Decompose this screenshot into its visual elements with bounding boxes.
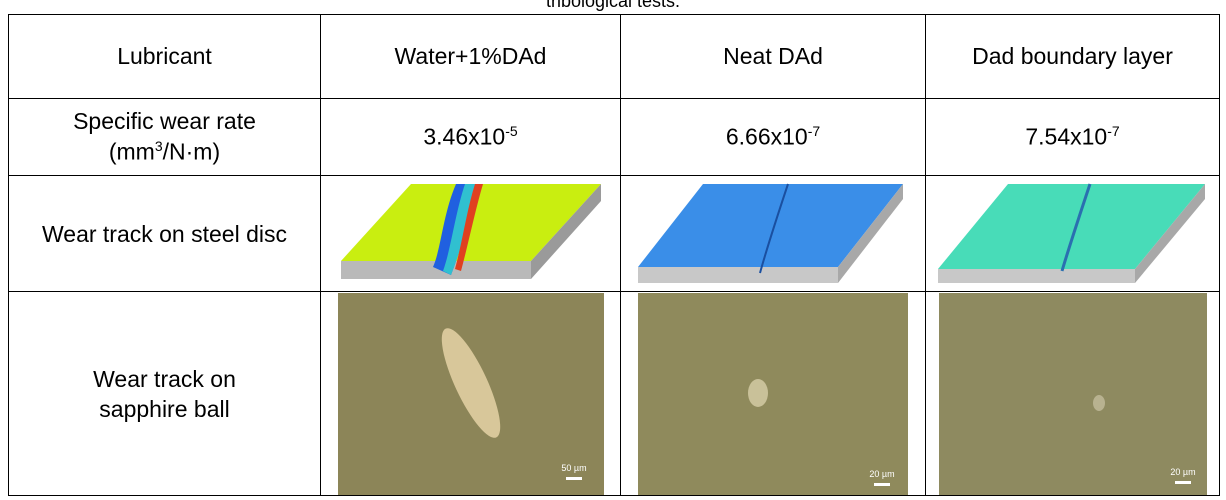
sapphire-row: Wear track on sapphire ball 50 µm 20 µm …: [8, 291, 1220, 496]
row-label: Wear track on sapphire ball: [8, 291, 321, 496]
image-cell: 50 µm: [320, 291, 621, 496]
micrograph: 20 µm: [938, 292, 1207, 495]
unit-exponent: 3: [154, 138, 163, 155]
wear-scar: [748, 378, 768, 407]
surface-top: [638, 183, 903, 267]
surface-side: [838, 183, 903, 283]
label-text: Wear track on steel disc: [41, 220, 287, 247]
value-exponent: -5: [505, 123, 518, 140]
steel-disc-row: Wear track on steel disc: [8, 175, 1220, 292]
surface-side: [638, 266, 838, 283]
wear-scar: [1092, 394, 1105, 411]
header-text: Dad boundary layer: [972, 43, 1173, 69]
image-cell: [320, 175, 621, 292]
row-label: Wear track on steel disc: [8, 175, 321, 292]
value-cell: 3.46x10-5: [320, 98, 621, 176]
header-cell: Neat DAd: [620, 14, 926, 99]
scale-bar: [565, 476, 582, 480]
surface-top: [938, 183, 1205, 269]
image-cell: [620, 175, 926, 292]
scale-bar: [1174, 480, 1191, 484]
value-exponent: -7: [1107, 123, 1120, 140]
groove: [454, 183, 483, 271]
header-cell: Water+1%DAd: [320, 14, 621, 99]
scale-label: 20 µm: [1170, 467, 1195, 477]
header-row: Lubricant Water+1%DAd Neat DAd Dad bound…: [8, 14, 1220, 99]
groove: [759, 183, 789, 273]
scale-label: 50 µm: [561, 463, 586, 473]
label-text: Wear track on sapphire ball: [93, 365, 236, 422]
micrograph: 20 µm: [638, 292, 908, 495]
surface-image: [938, 183, 1205, 283]
surface-image: [638, 183, 903, 283]
value-cell: 7.54x10-7: [925, 98, 1220, 176]
surface-side: [938, 268, 1135, 283]
surface-side: [340, 260, 531, 279]
unit-text: /N·m): [162, 138, 221, 165]
label-text: Specific wear rate: [73, 108, 256, 135]
value-exponent: -7: [807, 123, 821, 140]
image-cell: [925, 175, 1220, 292]
scale-bar: [874, 482, 890, 486]
surface-side: [1135, 183, 1205, 283]
header-cell: Dad boundary layer: [925, 14, 1220, 99]
surface-image: [340, 183, 601, 279]
image-cell: 20 µm: [620, 291, 926, 496]
micrograph-bg: [638, 292, 908, 495]
micrograph-bg: [938, 292, 1207, 495]
wear-scar: [441, 327, 500, 438]
caption: tribological tests.: [545, 0, 681, 11]
surface-side: [530, 183, 601, 279]
value-base: 7.54x10: [1025, 123, 1108, 150]
scale-label: 20 µm: [869, 469, 894, 479]
groove: [1060, 183, 1092, 271]
value-cell: 6.66x10-7: [620, 98, 926, 176]
header-cell: Lubricant: [8, 14, 321, 99]
row-label: Specific wear rate (mm3/N·m): [8, 98, 321, 176]
value-base: 6.66x10: [725, 123, 808, 150]
wear-rate-row: Specific wear rate (mm3/N·m) 3.46x10-5 6…: [8, 98, 1220, 176]
results-table: Lubricant Water+1%DAd Neat DAd Dad bound…: [8, 14, 1220, 496]
micrograph: 50 µm: [337, 292, 604, 495]
unit-text: (mm: [108, 138, 155, 165]
image-cell: 20 µm: [925, 291, 1220, 496]
value-base: 3.46x10: [423, 123, 506, 150]
